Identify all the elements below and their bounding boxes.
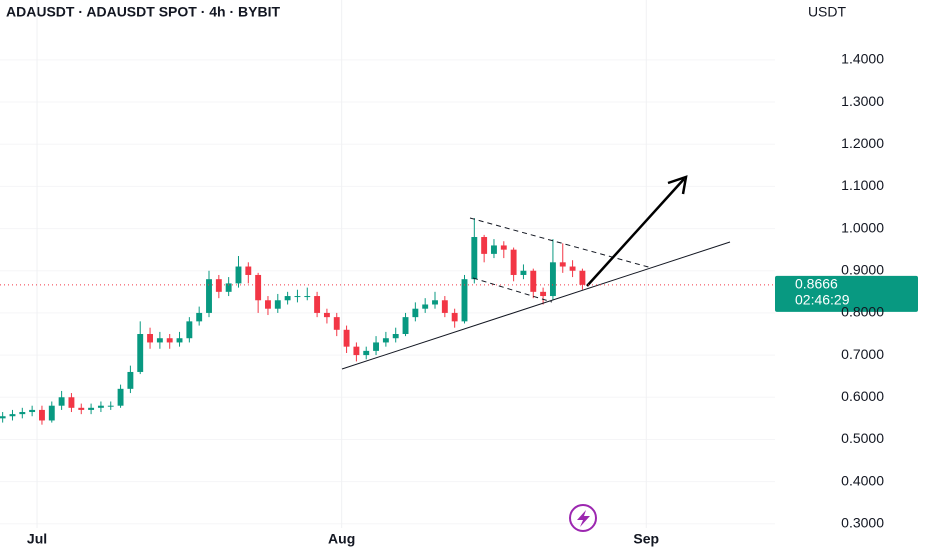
lower-wedge-line — [472, 277, 553, 303]
candle-body — [156, 338, 163, 343]
candle-body — [206, 279, 212, 313]
y-tick-label: 0.3000 — [841, 514, 884, 530]
candle-body — [284, 296, 291, 301]
y-tick-label: 1.0000 — [841, 219, 884, 235]
y-tick-label: 1.4000 — [841, 51, 884, 67]
candle-body — [392, 334, 399, 339]
candle-body — [569, 266, 576, 271]
chart-title: ADAUSDT · ADAUSDT SPOT · 4h · BYBIT — [6, 4, 280, 20]
candle-body — [333, 317, 340, 330]
x-tick-label: Jul — [27, 531, 47, 547]
unit-label: USDT — [808, 4, 847, 20]
candle-body — [412, 308, 419, 318]
candle-body — [274, 300, 281, 309]
candle-body — [225, 283, 232, 292]
lightning-bolt — [577, 510, 590, 527]
candle-body — [68, 397, 75, 408]
candle-body — [373, 342, 380, 351]
y-tick-label: 1.1000 — [841, 177, 884, 193]
candle-body — [176, 338, 183, 343]
candle-body — [215, 279, 222, 292]
candle-body — [245, 266, 252, 275]
candle-body — [520, 270, 527, 275]
y-tick-label: 0.4000 — [841, 472, 884, 488]
candle-body — [461, 279, 468, 322]
candle-body — [304, 296, 311, 298]
candle-body — [58, 397, 65, 406]
candle-body — [235, 266, 242, 284]
candle-body — [530, 270, 537, 292]
candle-body — [540, 291, 547, 297]
candle-body — [451, 312, 458, 322]
candle-body — [500, 245, 507, 250]
candle-body — [147, 334, 153, 343]
last-price-label: 0.8666 — [795, 276, 838, 292]
upper-wedge-line — [469, 217, 653, 269]
candle-body — [402, 317, 409, 335]
candle-body — [579, 270, 586, 285]
grid — [36, 0, 647, 528]
candle-body — [432, 300, 438, 305]
event-icon[interactable] — [569, 504, 597, 532]
y-tick-label: 0.7000 — [841, 346, 884, 362]
price-badge — [775, 275, 918, 312]
y-tick-label: 1.3000 — [841, 93, 884, 109]
support-trendline — [341, 241, 731, 370]
candle-body — [491, 245, 497, 254]
candle-body — [107, 405, 114, 407]
candle-body — [29, 409, 36, 413]
countdown-label: 02:46:29 — [795, 292, 850, 308]
candle-body — [382, 338, 389, 343]
y-tick-label: 0.9000 — [841, 261, 884, 277]
candle-body — [196, 312, 203, 322]
y-tick-label: 0.6000 — [841, 388, 884, 404]
y-tick-label: 0.5000 — [841, 430, 884, 446]
candle-body — [166, 338, 173, 343]
y-tick-label: 0.8000 — [841, 304, 884, 320]
x-tick-label: Aug — [328, 531, 355, 547]
candle-body — [117, 388, 124, 406]
candle-body — [471, 237, 478, 280]
candle-body — [314, 296, 321, 313]
candle-body — [88, 407, 95, 410]
candles — [0, 218, 586, 425]
candle-body — [97, 405, 104, 408]
candle-body — [186, 321, 193, 339]
candle-body — [343, 329, 350, 347]
candle-body — [39, 409, 45, 421]
candle-body — [559, 262, 566, 267]
candle-body — [127, 371, 134, 389]
x-tick-label: Sep — [633, 531, 659, 547]
candle-body — [510, 249, 517, 275]
candle-body — [363, 350, 370, 356]
candle-body — [265, 300, 271, 309]
candle-body — [19, 412, 26, 415]
candle-body — [294, 296, 301, 298]
candle-body — [323, 312, 330, 318]
candle-body — [0, 416, 6, 419]
candle-body — [9, 414, 16, 417]
arrow-head — [667, 175, 688, 195]
candle-body — [137, 334, 144, 372]
candle-body — [549, 262, 556, 297]
candle-body — [78, 407, 85, 410]
candle-body — [48, 405, 55, 421]
candle-body — [422, 304, 429, 309]
y-tick-label: 1.2000 — [841, 135, 884, 151]
breakout-arrow — [586, 178, 685, 287]
drawings — [341, 175, 731, 532]
candle-body — [353, 346, 360, 356]
candle-body — [255, 274, 262, 301]
candle-body — [441, 300, 448, 313]
candle-body — [481, 237, 488, 254]
